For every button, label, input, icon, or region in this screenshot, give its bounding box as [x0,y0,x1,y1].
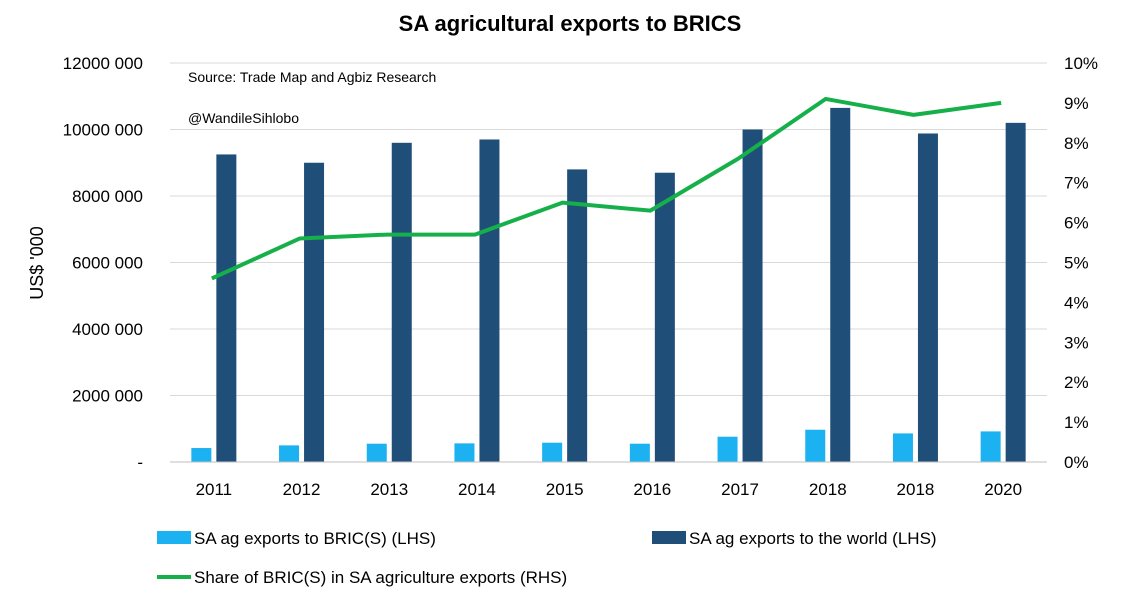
y-tick-label-right: 1% [1064,413,1089,432]
x-tick-label: 2015 [546,480,584,499]
bar-brics [366,443,387,462]
x-tick-label: 2016 [633,480,671,499]
x-tick-label: 2017 [721,480,759,499]
y-tick-label-left: - [137,453,143,472]
y-tick-label-left: 4000 000 [72,320,143,339]
x-tick-label: 2018 [897,480,935,499]
y-tick-label-left: 10000 000 [63,121,143,140]
x-tick-label: 2012 [283,480,321,499]
y-tick-label-right: 9% [1064,94,1089,113]
bar-world [567,169,588,462]
x-tick-label: 2011 [196,480,233,499]
bar-world [1005,122,1026,462]
bar-world [830,107,851,462]
y-axis-label-left: US$ '000 [27,226,47,300]
y-tick-label-right: 3% [1064,333,1089,352]
chart-title: SA agricultural exports to BRICS [399,11,742,36]
legend-label-share: Share of BRIC(S) in SA agriculture expor… [194,568,567,587]
source-annotation: Source: Trade Map and Agbiz Research [188,69,436,85]
share-line [211,96,1002,281]
x-tick-label: 2013 [370,480,408,499]
handle-annotation: @WandileSihlobo [188,110,299,126]
bar-world [391,142,412,463]
y-tick-label-right: 2% [1064,373,1089,392]
gridlines [170,62,1047,463]
bar-world [742,129,763,462]
legend-label-brics: SA ag exports to BRIC(S) (LHS) [194,529,436,548]
bar-world [654,172,675,462]
legend: SA ag exports to BRIC(S) (LHS) SA ag expo… [157,529,937,587]
y-tick-label-right: 7% [1064,174,1089,193]
share-line-path [211,96,1002,281]
legend-swatch-world [652,531,686,544]
bar-brics [980,431,1001,462]
y-tick-label-left: 8000 000 [72,187,143,206]
x-tick-label: 2018 [809,480,847,499]
y-tick-label-left: 2000 000 [72,387,143,406]
bar-world [917,133,938,463]
bar-brics [454,443,475,462]
y-tick-label-right: 4% [1064,293,1089,312]
y-tick-label-left: 12000 000 [63,54,143,73]
bar-brics [191,448,212,462]
bar-brics [279,445,300,462]
bar-brics [892,433,913,462]
bar-brics [805,429,826,462]
axes: - 2000 000 4000 000 6000 000 8000 000 10000 0… [63,54,1098,499]
bar-world [479,139,500,462]
bar-brics [629,443,650,462]
legend-swatch-brics [157,531,191,544]
y-tick-label-left: 6000 000 [72,254,143,273]
bar-brics [717,436,738,462]
x-tick-label: 2014 [458,480,496,499]
bars [191,107,1026,463]
y-tick-label-right: 10% [1064,54,1098,73]
y-tick-label-right: 0% [1064,453,1089,472]
y-tick-label-right: 5% [1064,254,1089,273]
y-tick-label-right: 8% [1064,134,1089,153]
bar-world [304,162,325,462]
bar-brics [542,442,563,462]
bar-world [216,154,237,462]
x-tick-label: 2020 [984,480,1022,499]
y-tick-label-right: 6% [1064,214,1089,233]
legend-label-world: SA ag exports to the world (LHS) [689,529,937,548]
